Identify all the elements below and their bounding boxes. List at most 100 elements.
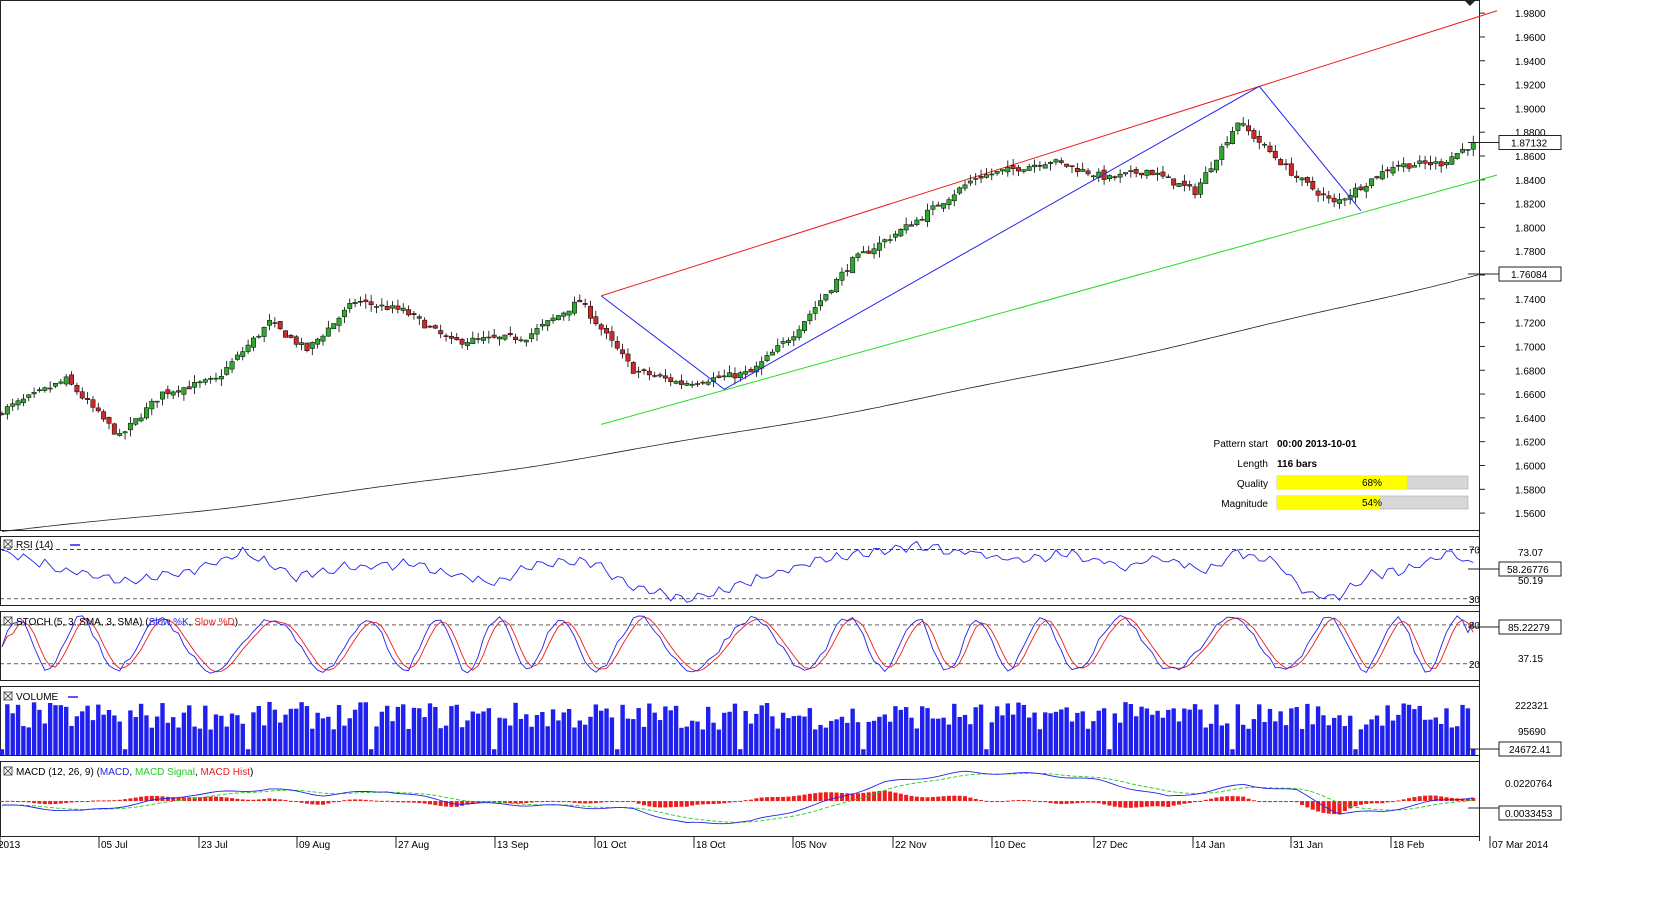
macd-hist-bar [979, 800, 984, 802]
volume-bar [315, 712, 320, 755]
macd-hist-bar [615, 801, 620, 803]
volume-bar [673, 705, 679, 755]
macd-hist-bar [262, 798, 267, 802]
candle-bullish [1176, 183, 1182, 187]
macd-hist-bar [1364, 801, 1369, 804]
candle-bearish [1294, 175, 1300, 179]
volume-bar [1235, 704, 1241, 755]
volume-bar [636, 708, 641, 755]
price-tick-label: 1.5600 [1515, 509, 1546, 520]
candle-bullish [753, 365, 759, 373]
candle-bullish [1090, 175, 1096, 178]
stoch-current-box [1498, 619, 1562, 635]
macd-hist-bar [1374, 801, 1379, 804]
volume-bar [1358, 729, 1364, 755]
macd-hist-bar [802, 794, 807, 802]
volume-bar [122, 749, 128, 755]
macd-hist-bar [310, 801, 315, 805]
volume-bar [395, 706, 401, 755]
date-tick-label: 05 Jul [101, 840, 128, 851]
candle-bullish [534, 328, 540, 335]
date-axis-labels: 2013 05 Jul 23 Jul 09 Aug 27 Aug 13 Sep 01 Oct… [0, 836, 1549, 851]
macd-hist-bar [1219, 796, 1224, 802]
candle-bullish [539, 324, 545, 327]
macd-hist-bar [10, 800, 15, 802]
volume-bar [433, 706, 438, 755]
candle-bearish [1064, 163, 1070, 167]
volume-bar [1246, 728, 1251, 755]
volume-bar [229, 713, 235, 755]
price-tick-label: 1.6400 [1515, 414, 1546, 425]
macd-hist-bar [379, 800, 384, 802]
macd-hist-bar [1070, 801, 1074, 804]
macd-hist-bar [684, 801, 689, 807]
volume-bar [534, 715, 540, 755]
macd-hist-bar [272, 798, 277, 802]
candle-bearish [978, 175, 984, 179]
candle-bullish [1369, 178, 1375, 186]
macd-hist-bar [224, 797, 229, 802]
volume-title: VOLUME [16, 692, 59, 703]
macd-hist-bar [460, 801, 465, 806]
candle-bearish [657, 374, 663, 377]
macd-hist-bar [219, 796, 224, 802]
candle-bearish [679, 380, 684, 385]
candle-bearish [844, 270, 850, 272]
volume-bar [732, 703, 738, 755]
macd-hist-bar [53, 801, 58, 805]
candle-bearish [641, 369, 647, 371]
candle-bearish [1283, 163, 1289, 166]
volume-bar [1444, 708, 1449, 755]
macd-hist-bar [1337, 801, 1342, 815]
macd-hist-bar [984, 800, 989, 802]
macd-hist-bar [593, 801, 598, 804]
macd-hist-bar [294, 801, 299, 803]
macd-hist-bar [1193, 801, 1198, 803]
candle-bullish [229, 361, 235, 370]
macd-hist-bar [631, 801, 636, 803]
macd-hist-bar [679, 801, 684, 807]
rsi-axis-label: 50.19 [1518, 576, 1543, 587]
macd-hist-bar [551, 800, 556, 802]
candle-bullish [154, 400, 160, 403]
macd-hist-bar [818, 792, 823, 802]
volume-bar [1348, 715, 1353, 755]
candle-bullish [497, 336, 503, 340]
macd-hist-bar [0, 801, 4, 803]
volume-axis-labels: 222321 95690 24672.41 [1468, 701, 1562, 757]
candle-bullish [267, 320, 272, 326]
candle-bearish [432, 325, 438, 329]
candle-bullish [566, 310, 572, 316]
macd-hist-bar [1251, 800, 1256, 802]
volume-bar [813, 729, 818, 755]
candle-bearish [358, 300, 363, 303]
candle-bullish [133, 418, 139, 425]
macd-hist-bar [1300, 801, 1305, 805]
magnitude-value: 54% [1362, 498, 1382, 509]
candle-bearish [475, 338, 481, 340]
volume-bar [1198, 709, 1203, 755]
candle-bearish [1171, 178, 1177, 186]
volume-bar [1326, 725, 1331, 755]
volume-bar [1117, 722, 1123, 755]
macd-hist-bar [1086, 801, 1091, 803]
volume-bar [695, 721, 700, 755]
candle-bullish [1240, 123, 1246, 126]
macd-hist-bar [1011, 800, 1016, 802]
candle-bearish [1278, 159, 1284, 166]
candle-bearish [422, 319, 428, 329]
candle-bullish [181, 387, 187, 395]
macd-hist-bar [133, 797, 138, 802]
magnitude-bar-fill [1277, 496, 1381, 509]
scroll-marker-icon[interactable] [1464, 0, 1476, 6]
volume-bar [85, 705, 90, 755]
candle-bearish [186, 386, 192, 390]
volume-bar [1401, 703, 1406, 755]
candle-bearish [176, 390, 182, 393]
volume-bar [224, 726, 229, 755]
candle-bullish [1235, 122, 1241, 131]
volume-bar [663, 706, 668, 755]
macd-hist-bar [706, 801, 711, 805]
macd-hist-bar [1123, 801, 1128, 808]
candle-bullish [823, 294, 829, 301]
